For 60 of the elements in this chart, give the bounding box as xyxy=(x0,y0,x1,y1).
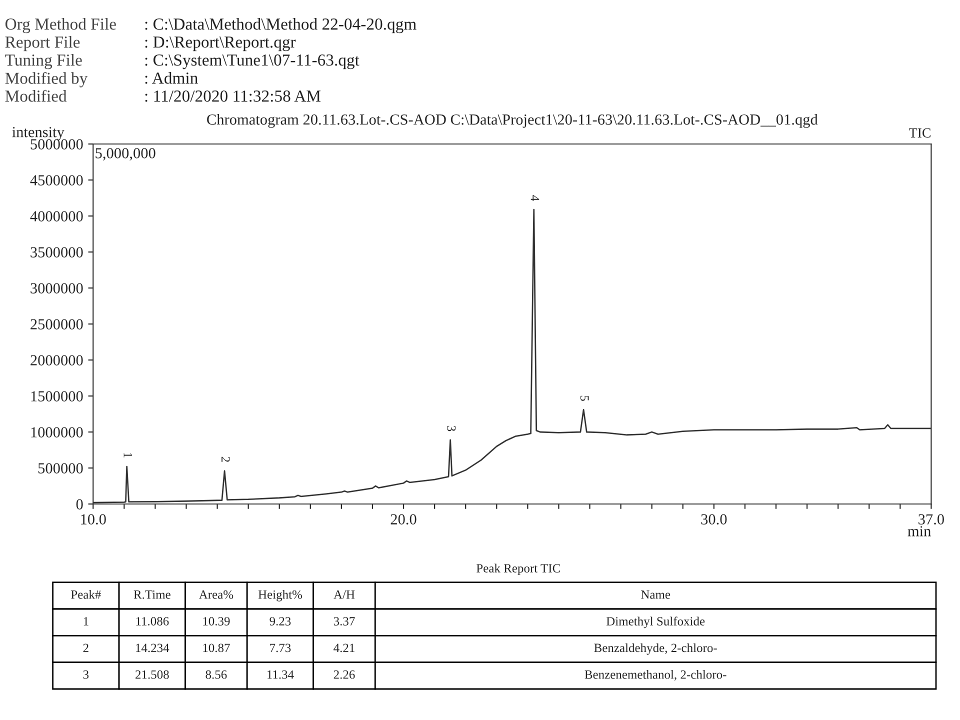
text: Name xyxy=(641,590,670,599)
text: Height% xyxy=(258,590,302,602)
y-axis-title: intensity xyxy=(12,126,64,140)
y-tick-label: 4500000 xyxy=(30,175,83,186)
y-tick-label: 1000000 xyxy=(31,427,83,438)
text: 8.56 xyxy=(206,670,227,679)
text: 2.26 xyxy=(334,670,355,679)
text: : C:\System\Tune1\07-11-63.qgt xyxy=(145,54,360,70)
x-tick-label: 37.0 xyxy=(918,514,944,525)
y-tick-label: 2000000 xyxy=(30,355,83,366)
text: R.Time xyxy=(134,590,170,599)
y-tick-label: 5000000 xyxy=(30,139,83,150)
text: Report File xyxy=(5,36,80,52)
text: 10.39 xyxy=(203,617,230,626)
text: 2 xyxy=(83,644,88,652)
chart-title: Chromatogram 20.11.63.Lot-.CS-AOD C:\Data\Project1\20-11-63\20.11.63.Lot-.CS-AOD__01.qgd xyxy=(207,114,818,128)
text: : 11/20/2020 11:32:58 AM xyxy=(145,90,321,102)
text: 14.234 xyxy=(136,644,170,652)
text: Peak# xyxy=(71,590,101,599)
text: Area% xyxy=(198,590,234,599)
text: Org Method File xyxy=(5,18,116,34)
x-tick-label: 20.0 xyxy=(390,514,416,525)
annotation: 3 xyxy=(447,426,456,432)
text: Tuning File xyxy=(5,54,82,70)
y-tick-label: 4000000 xyxy=(30,211,83,222)
text: 4.21 xyxy=(334,644,354,652)
text: Modified by xyxy=(5,72,88,88)
text: 11.34 xyxy=(267,670,294,679)
x-axis-title: min xyxy=(908,526,931,536)
annotation: 5,000,000 xyxy=(96,148,156,161)
text: : D:\Report\Report.qgr xyxy=(145,36,296,52)
y-tick-label: 1500000 xyxy=(31,391,83,402)
annotation: 2 xyxy=(222,456,230,462)
text: Benzaldehyde, 2-chloro- xyxy=(594,643,717,655)
text: Dimethyl Sulfoxide xyxy=(606,616,705,628)
text: 3 xyxy=(83,670,89,679)
text: Peak Report TIC xyxy=(476,564,560,576)
text: 7.73 xyxy=(270,644,291,652)
y-tick-label: 3500000 xyxy=(30,247,83,258)
y-tick-label: 2500000 xyxy=(30,319,83,330)
text: TIC xyxy=(909,128,930,138)
annotation: 4 xyxy=(530,195,540,201)
y-tick-label: 3000000 xyxy=(30,283,83,294)
y-tick-label: 500000 xyxy=(38,463,83,474)
text: Modified xyxy=(5,90,67,102)
text: 1 xyxy=(84,617,88,626)
text: 21.508 xyxy=(136,670,169,679)
text: 9.23 xyxy=(270,617,291,626)
text: : Admin xyxy=(145,72,198,84)
annotation: 5 xyxy=(580,396,589,401)
text: A/H xyxy=(334,590,355,599)
text: : C:\Data\Method\Method 22-04-20.qgm xyxy=(145,18,416,34)
text: 11.086 xyxy=(136,617,169,626)
annotation: 1 xyxy=(124,453,132,458)
x-tick-label: 10.0 xyxy=(81,514,106,525)
x-tick-label: 30.0 xyxy=(701,514,727,525)
y-tick-label: 0 xyxy=(76,499,83,510)
text: Benzenemethanol, 2-chloro- xyxy=(584,670,726,681)
text: 10.87 xyxy=(203,644,230,652)
text: 3.37 xyxy=(334,617,355,626)
